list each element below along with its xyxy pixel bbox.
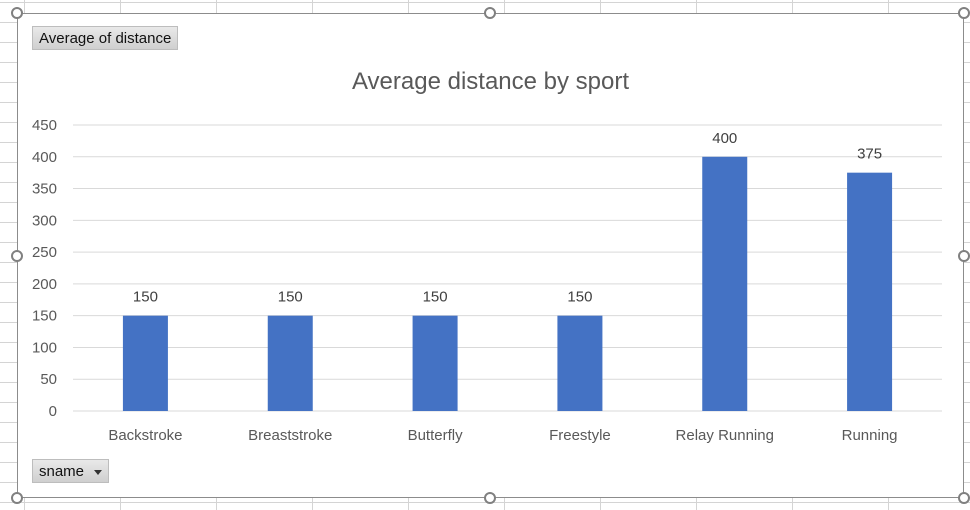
chart-title: Average distance by sport xyxy=(351,68,630,95)
resize-handle-bottom-center[interactable] xyxy=(484,492,496,504)
data-label: 150 xyxy=(567,289,592,306)
value-field-button[interactable]: Average of distance xyxy=(32,26,179,50)
resize-handle-top-center[interactable] xyxy=(484,7,496,19)
y-tick-label: 300 xyxy=(32,212,57,229)
x-tick-label: Backstroke xyxy=(108,427,182,444)
resize-handle-bottom-right[interactable] xyxy=(958,492,970,504)
data-label: 400 xyxy=(712,130,737,147)
y-tick-label: 100 xyxy=(32,339,57,356)
x-tick-label: Butterfly xyxy=(408,427,464,444)
bar xyxy=(412,315,458,411)
y-tick-label: 0 xyxy=(49,403,57,420)
axis-field-button[interactable]: sname xyxy=(32,459,110,483)
x-tick-label: Running xyxy=(842,427,898,444)
x-tick-label: Freestyle xyxy=(549,427,611,444)
y-tick-label: 250 xyxy=(32,244,57,261)
bar xyxy=(557,315,603,411)
bar xyxy=(122,315,168,411)
y-tick-label: 200 xyxy=(32,276,57,293)
resize-handle-middle-left[interactable] xyxy=(11,250,23,262)
bar xyxy=(847,172,893,411)
data-label: 150 xyxy=(278,289,303,306)
y-tick-label: 400 xyxy=(32,149,57,166)
chart-area[interactable] xyxy=(17,13,964,498)
resize-handle-top-right[interactable] xyxy=(958,7,970,19)
y-tick-label: 50 xyxy=(40,371,57,388)
data-label: 150 xyxy=(423,289,448,306)
data-label: 375 xyxy=(857,146,882,163)
value-field-label: Average of distance xyxy=(39,30,172,47)
data-label: 150 xyxy=(133,289,158,306)
resize-handle-top-left[interactable] xyxy=(11,7,23,19)
y-tick-label: 450 xyxy=(32,117,57,134)
y-tick-label: 350 xyxy=(32,181,57,198)
x-tick-label: Breaststroke xyxy=(248,427,332,444)
resize-handle-middle-right[interactable] xyxy=(958,250,970,262)
axis-field-label: sname xyxy=(39,463,85,480)
bar xyxy=(267,315,313,411)
resize-handle-bottom-left[interactable] xyxy=(11,492,23,504)
bar xyxy=(702,156,748,411)
x-tick-label: Relay Running xyxy=(676,427,774,444)
dropdown-arrow-icon[interactable] xyxy=(94,469,103,475)
y-tick-label: 150 xyxy=(32,308,57,325)
